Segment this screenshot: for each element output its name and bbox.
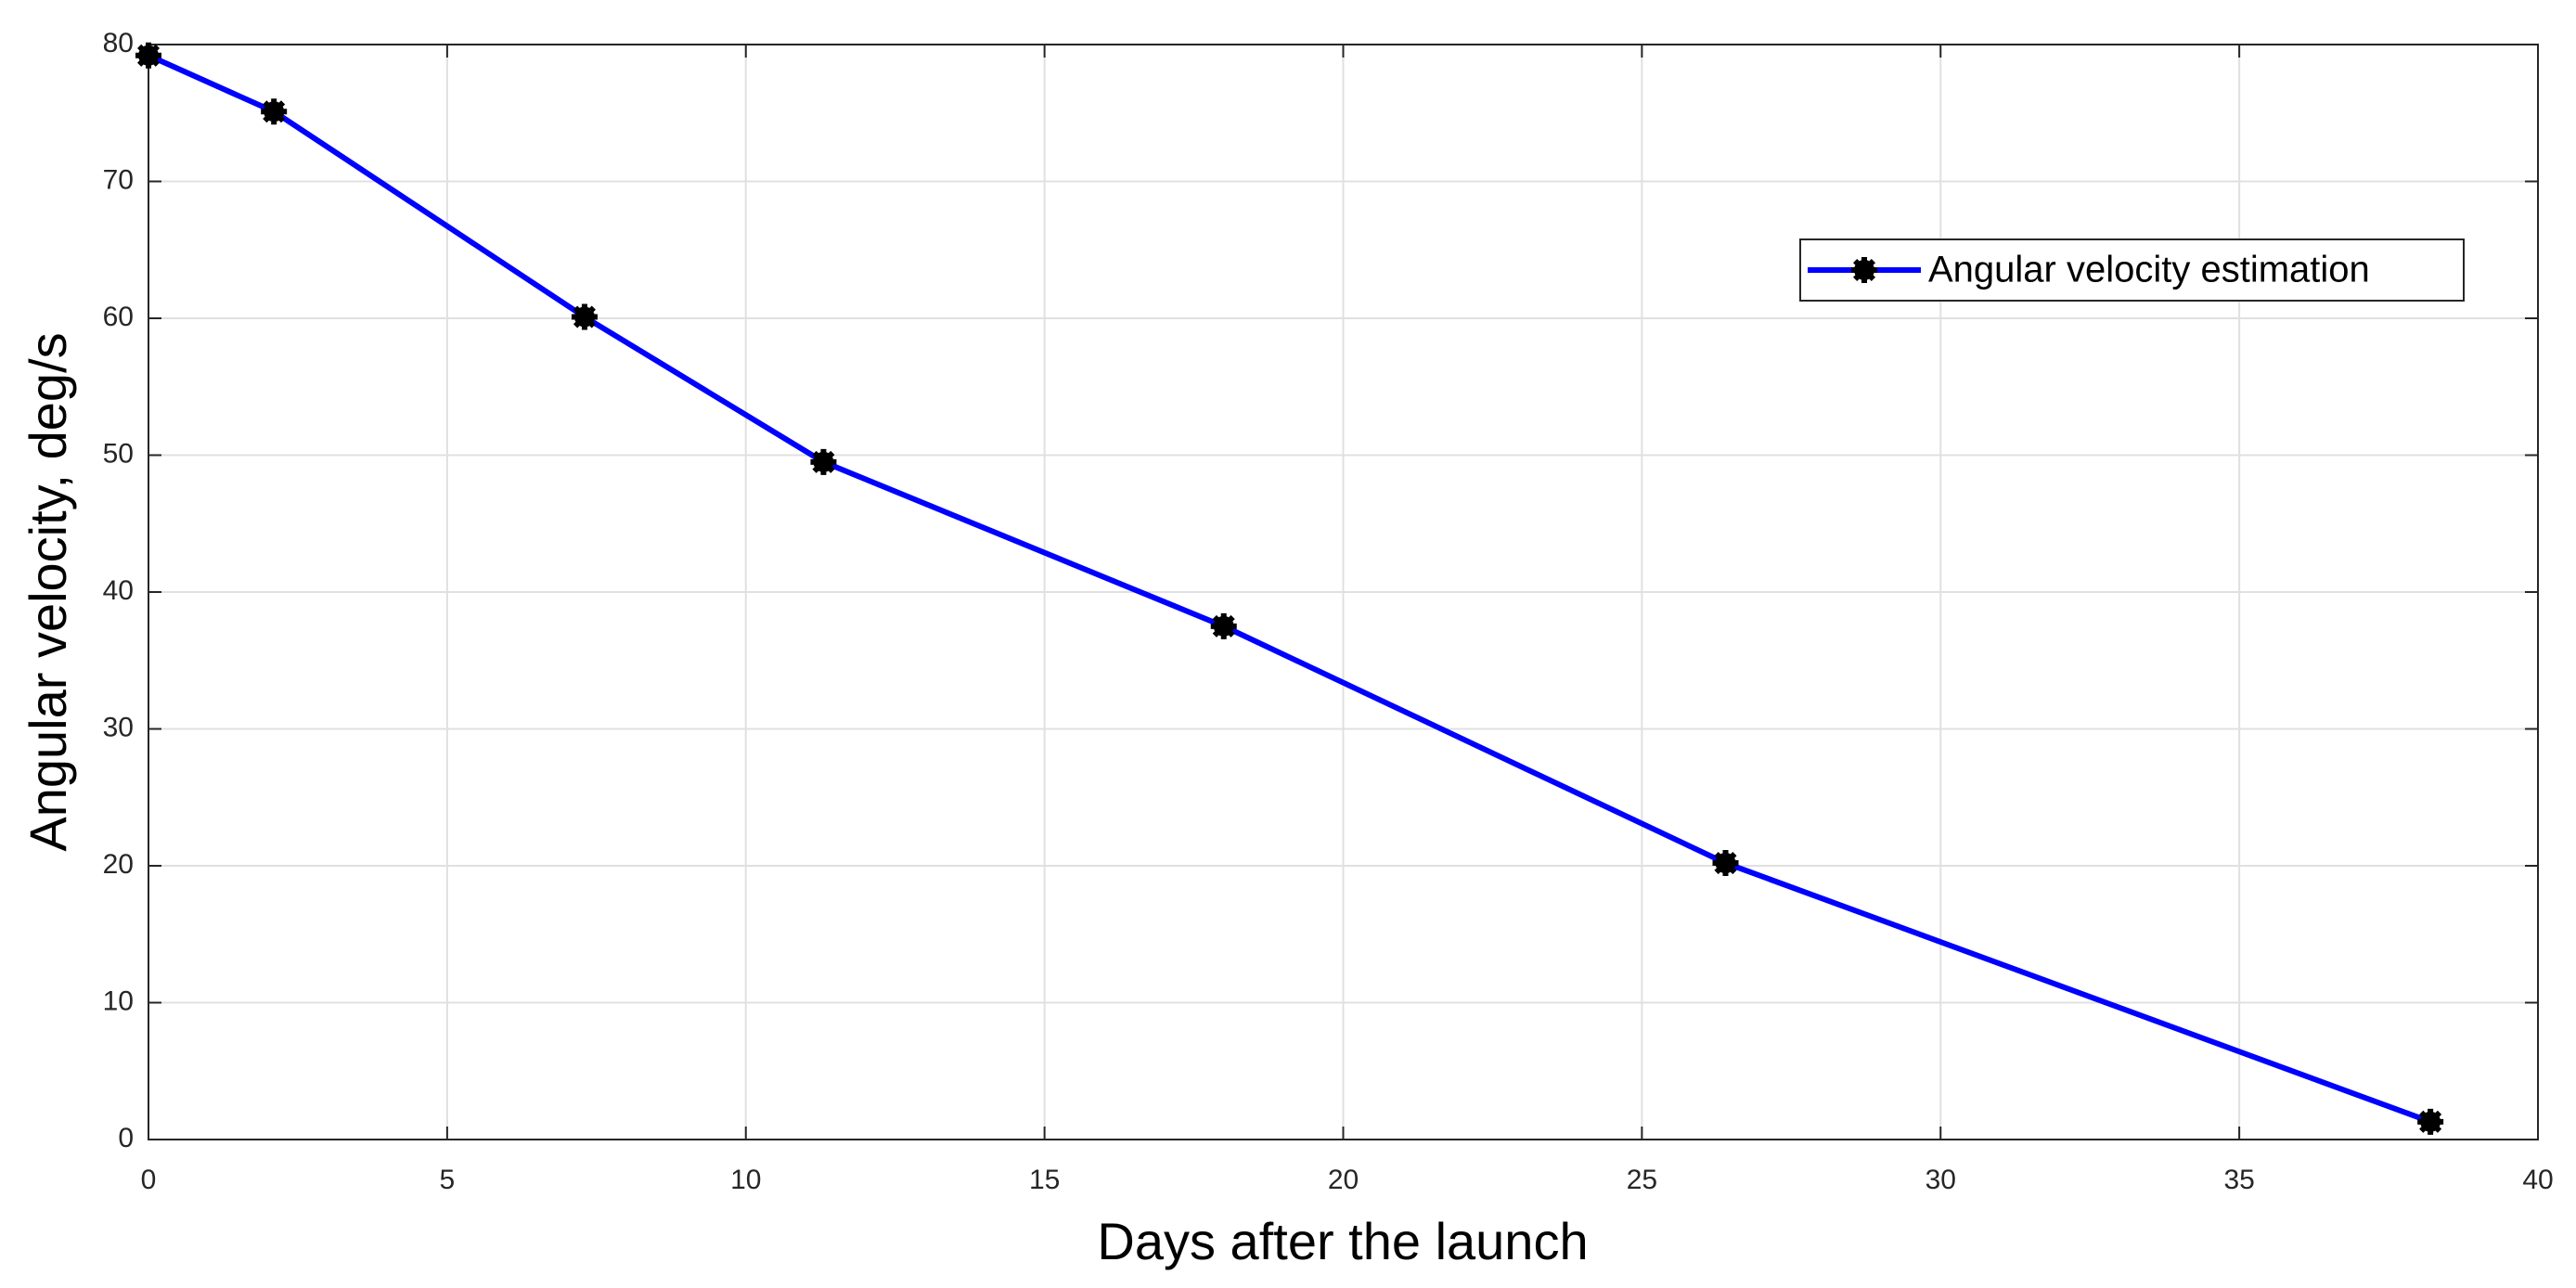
y-tick-label: 70 [103,164,134,195]
x-tick-label: 10 [730,1165,761,1195]
legend-marker [1851,257,1877,283]
x-tick-label: 15 [1029,1165,1060,1195]
y-tick-label: 60 [103,302,134,332]
x-tick-label: 40 [2522,1165,2553,1195]
x-tick-label: 35 [2223,1165,2254,1195]
data-marker [571,303,598,330]
data-marker [135,42,161,69]
y-tick-label: 0 [118,1123,134,1153]
legend-label: Angular velocity estimation [1928,250,2370,290]
plot-frame [148,44,2539,1140]
data-marker [2417,1108,2444,1135]
x-axis-label: Days after the launch [1097,1212,1588,1270]
y-tick-label: 10 [103,985,134,1016]
data-marker [261,98,288,125]
y-tick-label: 20 [103,849,134,880]
x-tick-label: 25 [1627,1165,1657,1195]
x-tick-label: 5 [440,1165,456,1195]
data-marker [810,448,837,475]
data-marker [1210,612,1237,639]
y-tick-label: 30 [103,712,134,742]
y-tick-label: 80 [103,28,134,58]
x-tick-label: 20 [1328,1165,1359,1195]
x-tick-label: 30 [1926,1165,1956,1195]
x-tick-label: 0 [141,1165,157,1195]
data-marker [1712,850,1739,877]
y-axis-label: Angular velocity, deg/s [19,332,77,851]
y-tick-label: 40 [103,575,134,606]
y-tick-label: 50 [103,438,134,469]
